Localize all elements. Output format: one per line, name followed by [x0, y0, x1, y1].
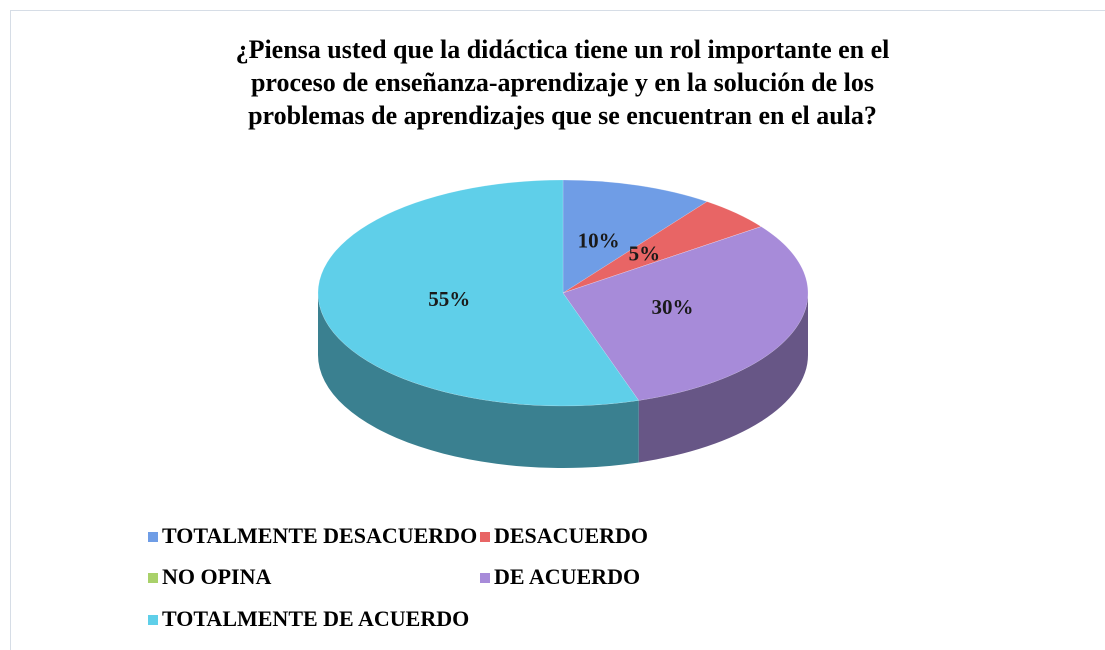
slice-side	[638, 293, 808, 463]
legend-label: TOTALMENTE DESACUERDO	[162, 523, 477, 548]
legend-swatch	[148, 615, 158, 625]
legend-label: TOTALMENTE DE ACUERDO	[162, 606, 469, 631]
slice	[317, 179, 640, 407]
chart-title: ¿Piensa usted que la didáctica tiene un …	[235, 35, 890, 130]
slice	[562, 201, 762, 294]
slice-side	[318, 293, 639, 468]
legend-label: DESACUERDO	[494, 523, 648, 548]
legend-swatch	[480, 573, 490, 583]
data-label: 5%	[629, 241, 661, 265]
slice	[562, 226, 809, 401]
data-label: 30%	[652, 295, 694, 319]
legend-swatch	[148, 532, 158, 542]
data-label: 10%	[578, 228, 620, 252]
legend-label: DE ACUERDO	[494, 564, 640, 589]
chart-frame	[10, 10, 1105, 650]
slice	[562, 226, 762, 294]
slice	[562, 179, 708, 294]
data-label: 55%	[428, 287, 470, 311]
legend-swatch	[480, 532, 490, 542]
legend-swatch	[148, 573, 158, 583]
legend-label: NO OPINA	[162, 564, 272, 589]
